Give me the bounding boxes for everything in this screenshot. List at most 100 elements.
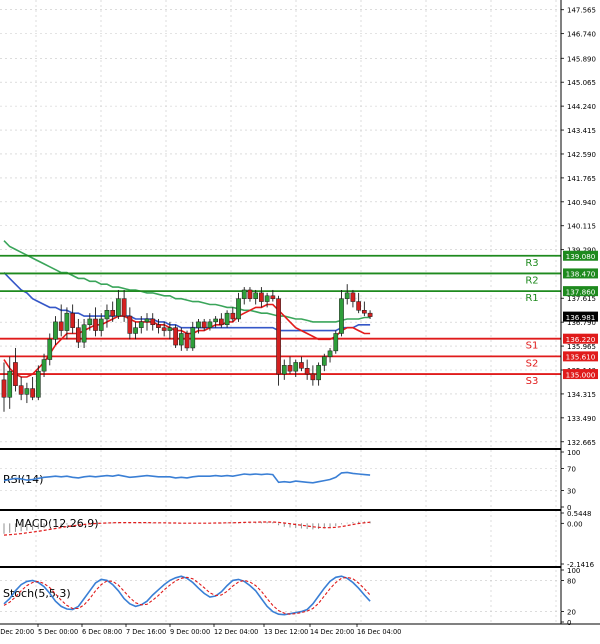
candle-body [293,362,299,372]
candle-body [219,318,224,326]
candle-body [236,298,241,320]
stoch-axis-label: 0 [567,619,571,627]
price-axis-label: 141.765 [567,175,596,183]
stoch-main-line [3,575,371,616]
candle-body [110,310,116,317]
macd-axis-label: 0.00 [567,520,583,528]
candle-body [58,321,64,331]
rsi-line [3,471,371,484]
candle-body [224,312,230,326]
candle-body [35,370,41,398]
candle-body [173,327,178,346]
price-axis-label: 133.490 [567,415,596,423]
candle-body [321,356,327,366]
price-axis-label: 145.890 [567,55,596,63]
candle-body [201,321,207,328]
price-axis-label: 143.415 [567,127,596,135]
price-axis-label: 140.940 [567,199,596,207]
stoch-pane[interactable]: Stoch(5,5,3) 100 80 20 0 [0,567,580,627]
macd-axis-label: 0.5448 [567,510,592,518]
time-label: 16 Dec 04:00 [357,628,401,636]
price-axis-label: 132.665 [567,439,596,447]
candle-body [13,362,18,386]
price-axis-label: 140.115 [567,223,596,231]
candle-body [241,289,247,299]
macd-pane[interactable]: MACD(12,26,9) 0.5448 0.00 -2.1416 [3,510,595,569]
level-tag-s2 [563,351,598,362]
time-label: 6 Dec 08:00 [82,628,122,636]
candle-body [156,324,161,328]
candle-body [93,318,98,331]
level-tag-text: 135.000 [566,370,596,379]
time-label: 12 Dec 04:00 [214,628,258,636]
main-price-pane[interactable]: R3 R2 R1 S1 S2 S3 [0,240,561,412]
stoch-signal-line [3,576,371,615]
macd-signal-line [3,521,371,536]
price-axis-label: 136.790 [567,319,596,327]
candle-body [30,388,35,398]
price-axis-label: 142.590 [567,151,596,159]
candle-body [276,298,281,375]
price-axis-label: 147.565 [567,7,596,15]
candle-body [150,318,156,326]
ma-mid-line [3,272,371,332]
pane-separator [0,566,561,568]
candle-body [259,292,264,302]
candle-body [367,312,373,317]
level-tag-s3 [563,369,598,380]
candle-body [98,318,104,331]
level-label-r2: R2 [525,275,538,286]
time-axis: 4 Dec 20:00 5 Dec 00:00 6 Dec 08:00 7 Dec 1… [0,623,600,636]
candle-body [24,388,30,395]
candle-body [81,324,87,343]
pane-separator [0,448,561,450]
candle-body [344,292,350,299]
candle-body [76,327,81,343]
current-price-text: 136.981 [566,313,596,322]
pane-separator [0,509,561,511]
candle-body [41,359,47,372]
candle-body [184,333,190,349]
candle-body [178,333,184,346]
stoch-label: Stoch(5,5,3) [3,587,71,600]
rsi-axis-label: 30 [567,488,576,496]
candle-body [64,312,70,331]
price-axis-label: 145.065 [567,79,596,87]
candle-body [247,289,253,299]
candle-body [190,327,196,349]
time-label: 5 Dec 00:00 [38,628,78,636]
level-tag-text: 136.220 [566,335,596,344]
candle-body [316,365,321,381]
level-tag-s1 [563,333,598,344]
candle-body [310,373,316,381]
time-label: 13 Dec 12:00 [264,628,308,636]
price-axis-label: 139.290 [567,247,596,255]
candle-body [270,295,276,299]
candle-body [356,301,361,311]
macd-axis-label: -2.1416 [567,561,595,569]
candle-body [121,298,127,317]
candle-body [327,350,333,357]
candle-body [161,327,167,331]
level-label-r3: R3 [525,258,538,269]
candle-body [144,318,150,323]
rsi-axis-label: 70 [567,466,576,474]
price-axis-label: 146.740 [567,31,596,39]
rsi-axis-label: 0 [567,504,571,512]
time-label: 4 Dec 20:00 [0,628,34,636]
candle-body [104,310,110,320]
level-label-s2: S2 [526,358,539,369]
rsi-axis-label: 100 [567,449,580,457]
level-tag-text: 135.610 [566,353,596,362]
candle-body [339,298,344,334]
level-tag-text: 138.470 [566,270,596,279]
level-label-s3: S3 [526,376,539,387]
candle-body [264,295,270,302]
candle-body [281,365,287,375]
candle-body [213,318,218,323]
level-tag-r3 [563,250,598,261]
stoch-axis-label: 80 [567,577,576,585]
candle-body [333,333,339,352]
